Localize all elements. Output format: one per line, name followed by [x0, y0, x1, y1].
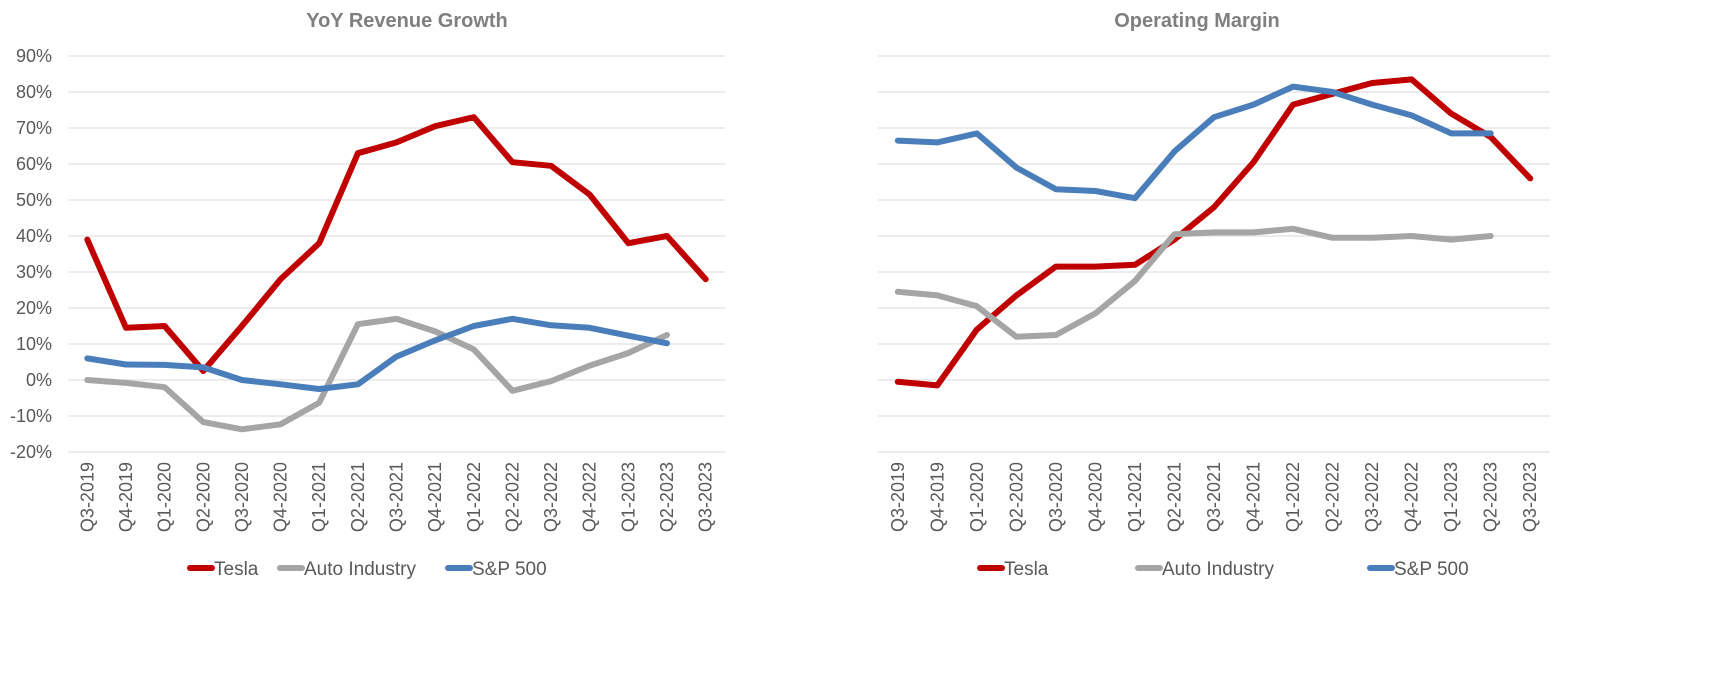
legend-item-tesla: Tesla [187, 559, 259, 580]
x-tick-label: Q2-2021 [348, 462, 368, 532]
x-tick-label: Q3-2020 [232, 462, 252, 532]
series-line-auto-industry [894, 225, 1494, 340]
operating-margin-chart: Operating Margin-4%-2%0%2%4%6%8%10%12%14… [878, 10, 1550, 580]
x-tick-label: Q3-2023 [1520, 462, 1540, 532]
x-tick-label: Q4-2019 [927, 462, 947, 532]
yoy-revenue-growth-chart: YoY Revenue Growth -20% -10% 0% 10% 20% 30% 40%… [10, 10, 725, 580]
x-tick-label: Q3-2022 [1362, 462, 1382, 532]
legend-item-auto-industry: Auto Industry [1135, 559, 1274, 580]
y-tick-label: -20% [10, 442, 52, 462]
x-tick-label: Q1-2022 [1283, 462, 1303, 532]
x-tick-label: Q3-2021 [387, 462, 407, 532]
x-tick-label: Q3-2020 [1046, 462, 1066, 532]
x-tick-label: Q2-2022 [502, 462, 522, 532]
x-tick-label: Q1-2023 [618, 462, 638, 532]
x-tick-label: Q4-2022 [1402, 462, 1422, 532]
legend-label: Tesla [1004, 559, 1049, 580]
x-tick-label: Q2-2020 [1006, 462, 1026, 532]
y-tick-label: 70% [16, 118, 52, 138]
x-tick-label: Q3-2023 [696, 462, 716, 532]
x-tick-label: Q2-2023 [657, 462, 677, 532]
series-line-sandp-500 [84, 315, 670, 392]
x-tick-label: Q2-2022 [1323, 462, 1343, 532]
x-tick-label: Q4-2019 [116, 462, 136, 532]
x-tick-label: Q1-2020 [967, 462, 987, 532]
x-tick-label: Q4-2022 [580, 462, 600, 532]
y-tick-label: 40% [16, 226, 52, 246]
x-tick-label: Q1-2021 [309, 462, 329, 532]
x-tick-label: Q1-2021 [1125, 462, 1145, 532]
x-tick-label: Q1-2022 [464, 462, 484, 532]
legend-item-sandp-500: S&P 500 [445, 559, 547, 580]
chart-title: YoY Revenue Growth [306, 10, 508, 32]
x-tick-label: Q3-2019 [77, 462, 97, 532]
legend-item-tesla: Tesla [977, 559, 1049, 580]
y-tick-label: 10% [16, 334, 52, 354]
y-tick-label: 20% [16, 298, 52, 318]
chart-title: Operating Margin [1114, 10, 1280, 32]
x-tick-label: Q3-2021 [1204, 462, 1224, 532]
y-tick-label: 90% [16, 46, 52, 66]
legend-label: Auto Industry [304, 559, 416, 580]
y-tick-label: -10% [10, 406, 52, 426]
y-tick-label: 80% [16, 82, 52, 102]
legend-item-auto-industry: Auto Industry [277, 559, 416, 580]
x-tick-label: Q4-2021 [425, 462, 445, 532]
x-tick-label: Q2-2023 [1481, 462, 1501, 532]
y-tick-label: 60% [16, 154, 52, 174]
x-tick-label: Q2-2021 [1164, 462, 1184, 532]
x-tick-label: Q1-2023 [1441, 462, 1461, 532]
legend-label: Auto Industry [1162, 559, 1274, 580]
x-tick-label: Q4-2020 [271, 462, 291, 532]
x-tick-label: Q3-2019 [888, 462, 908, 532]
x-tick-label: Q2-2020 [193, 462, 213, 532]
x-tick-label: Q1-2020 [155, 462, 175, 532]
y-tick-label: 30% [16, 262, 52, 282]
y-tick-label: 0% [26, 370, 52, 390]
y-tick-label: 50% [16, 190, 52, 210]
series-line-sandp-500 [894, 83, 1494, 202]
x-tick-label: Q4-2021 [1244, 462, 1264, 532]
x-tick-label: Q4-2020 [1085, 462, 1105, 532]
legend-item-sandp-500: S&P 500 [1367, 559, 1469, 580]
series-line-auto-industry [84, 315, 670, 433]
legend-label: S&P 500 [472, 559, 547, 580]
legend-label: S&P 500 [1394, 559, 1469, 580]
x-tick-label: Q3-2022 [541, 462, 561, 532]
legend-label: Tesla [214, 559, 259, 580]
